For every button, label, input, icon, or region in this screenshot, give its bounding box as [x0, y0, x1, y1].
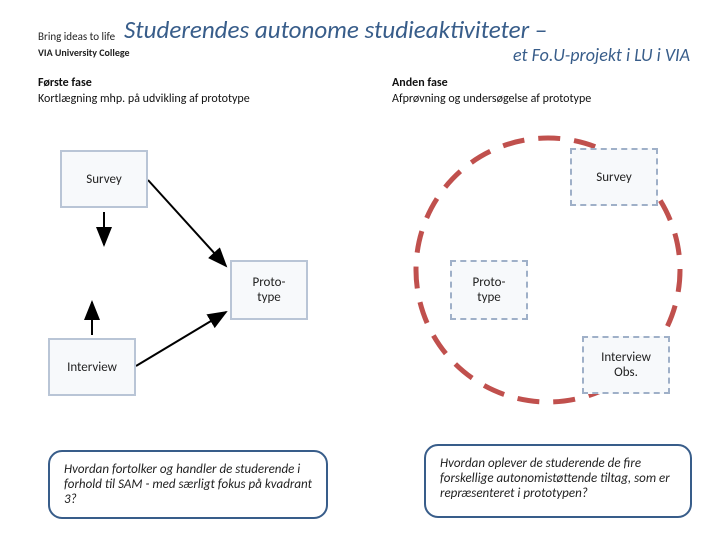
arrow-1	[148, 180, 226, 266]
box-interview_left: Interview	[48, 338, 136, 396]
arrow-3	[136, 312, 226, 366]
box-survey_left: Survey	[60, 150, 148, 208]
callout-left: Hvordan fortolker og handler de studeren…	[48, 450, 328, 519]
box-interview_right: Interview Obs.	[582, 336, 670, 394]
box-survey_right: Survey	[570, 148, 658, 206]
box-proto_left: Proto- type	[230, 260, 308, 320]
callout-right: Hvordan oplever de studerende de fire fo…	[424, 444, 692, 518]
box-proto_right: Proto- type	[450, 260, 528, 320]
